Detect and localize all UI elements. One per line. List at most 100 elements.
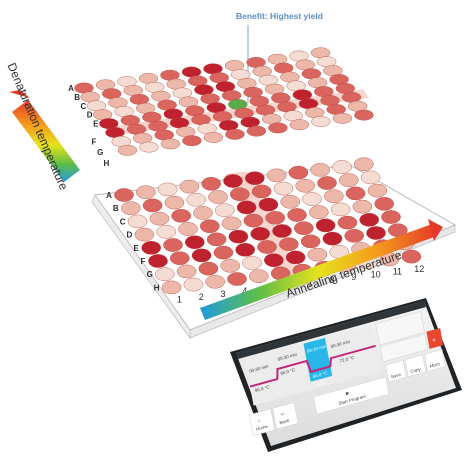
lower-plate xyxy=(114,157,422,295)
lower-plate-well xyxy=(206,232,227,247)
lower-row-label: H xyxy=(154,283,160,292)
lower-plate-well xyxy=(186,192,206,207)
lower-row-label: B xyxy=(113,204,119,213)
lower-plate-well xyxy=(193,206,213,220)
lower-plate-well xyxy=(164,195,185,210)
upper-row-label: B xyxy=(74,93,80,102)
step-time-4: 00:30 min xyxy=(330,339,351,349)
lower-plate-well xyxy=(214,203,235,217)
lower-plate-well xyxy=(127,214,148,229)
more-button[interactable] xyxy=(424,349,446,372)
copy-button[interactable] xyxy=(404,354,427,378)
lower-plate-well xyxy=(243,213,264,228)
lower-plate-well xyxy=(184,235,205,249)
lower-plate-well xyxy=(288,165,309,180)
lower-plate-well xyxy=(251,184,272,199)
lower-plate-well xyxy=(367,183,388,198)
device-screen: 00:30 min 00:30 min 00:10 min 00:30 min … xyxy=(230,298,462,452)
lower-plate-well xyxy=(285,250,306,265)
lower-plate-well xyxy=(352,199,373,214)
lower-plate-well xyxy=(221,216,242,231)
lower-plate-well xyxy=(134,227,155,242)
back-icon: ↩ xyxy=(281,411,286,417)
upper-plate-well xyxy=(246,125,267,137)
lower-plate-well xyxy=(154,267,175,282)
lower-plate-well xyxy=(287,208,307,222)
upper-plate xyxy=(74,47,374,156)
lower-plate-well xyxy=(135,185,156,199)
lower-plate-well xyxy=(317,176,337,190)
lower-plate-well xyxy=(213,245,234,260)
lower-plate-well xyxy=(161,280,182,295)
lower-column-label: 12 xyxy=(414,264,424,274)
lower-plate-well xyxy=(183,277,204,292)
lower-plate-well xyxy=(258,197,279,212)
denaturation-axis: Denaturation temperature xyxy=(5,61,80,193)
lower-plate-well xyxy=(374,196,395,211)
lower-plate-well xyxy=(191,248,212,263)
lower-plate-well xyxy=(229,187,250,201)
lower-plate-well xyxy=(265,210,286,225)
save-button[interactable] xyxy=(385,359,407,383)
lower-row-label: F xyxy=(141,257,146,266)
lower-plate-well xyxy=(179,179,200,194)
lower-plate-well xyxy=(227,272,247,286)
lower-plate-well xyxy=(178,222,198,236)
lower-plate-well xyxy=(171,208,191,223)
lower-plate-well xyxy=(201,176,221,191)
lower-plate-well xyxy=(366,226,386,240)
step-time-1: 00:30 min xyxy=(249,363,270,373)
step-temp-1: 95.0 °C xyxy=(254,384,270,393)
home-button[interactable] xyxy=(248,408,275,437)
lower-plate-well xyxy=(353,157,374,171)
lower-plate-well xyxy=(242,256,262,270)
lower-plate-well xyxy=(250,226,271,241)
lower-plate-well xyxy=(359,212,380,227)
lower-plate-well xyxy=(220,258,240,273)
lower-plate-well xyxy=(199,219,220,233)
lower-plate-well xyxy=(169,251,190,266)
lower-plate-well xyxy=(278,237,299,251)
upper-row-label: D xyxy=(87,111,93,120)
upper-row-label: E xyxy=(93,120,99,129)
lower-plate-well xyxy=(300,234,321,249)
lower-row-label: C xyxy=(120,217,126,226)
lower-plate-well xyxy=(322,231,343,246)
lower-plate-well xyxy=(381,210,401,224)
step-temp-2: 95.0 °C xyxy=(280,367,296,376)
delete-icon: ✕ xyxy=(432,337,437,343)
lower-plate-well xyxy=(401,249,422,264)
lower-plate-well xyxy=(315,218,336,233)
upper-row-label: G xyxy=(97,148,103,157)
home-icon: ⌂ xyxy=(257,418,261,424)
lower-plate-well xyxy=(156,224,176,239)
lower-column-label: 10 xyxy=(371,269,381,279)
lower-plate-well xyxy=(338,173,359,187)
denaturation-axis-title: Denaturation temperature xyxy=(5,61,71,193)
save-label: Save xyxy=(390,372,401,380)
lower-plate-well xyxy=(208,190,228,204)
lower-row-label: A xyxy=(106,191,112,200)
delete-button[interactable] xyxy=(426,327,444,349)
lower-plate-well xyxy=(295,178,316,193)
start-program-button[interactable] xyxy=(313,376,390,415)
lower-plate-well xyxy=(293,221,314,235)
lower-plate-well xyxy=(114,188,134,202)
copy-label: Copy xyxy=(410,366,422,374)
lower-row-label: D xyxy=(127,231,133,240)
lower-column-label: 2 xyxy=(199,292,204,302)
lower-plate-well xyxy=(330,202,351,217)
lower-column-label: 11 xyxy=(393,267,402,277)
upper-plate-well xyxy=(203,132,224,143)
play-icon: ▶ xyxy=(346,390,351,396)
lower-plate-well xyxy=(149,211,170,226)
lower-plate-well xyxy=(248,269,269,284)
lower-plate-well xyxy=(337,215,358,230)
upper-plate-well xyxy=(354,109,374,121)
more-label: More xyxy=(429,361,440,369)
upper-plate-well xyxy=(332,112,353,124)
back-button[interactable] xyxy=(272,402,299,430)
